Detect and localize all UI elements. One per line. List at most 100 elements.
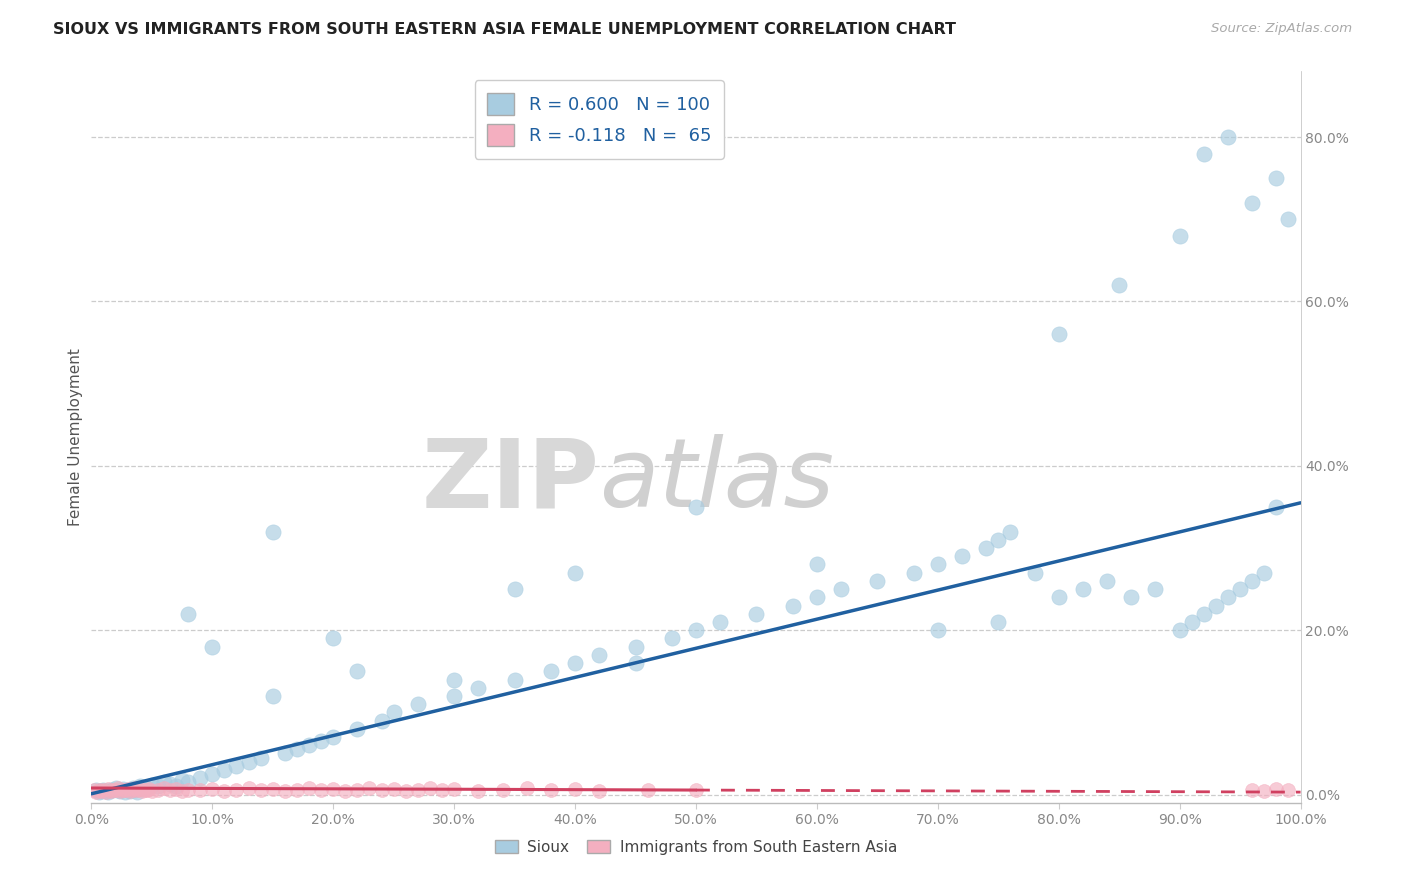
Point: [87, 785, 110, 799]
Point: [120, 784, 142, 798]
Point: [84, 783, 107, 797]
Point: [782, 599, 804, 613]
Point: [101, 782, 124, 797]
Point: [107, 783, 129, 797]
Point: [624, 640, 647, 654]
Point: [588, 648, 610, 662]
Point: [165, 780, 187, 794]
Point: [100, 784, 122, 798]
Point: [136, 783, 159, 797]
Point: [153, 780, 176, 795]
Point: [806, 558, 828, 572]
Point: [564, 656, 586, 670]
Point: [1108, 278, 1130, 293]
Point: [1168, 228, 1191, 243]
Point: [1181, 615, 1204, 629]
Point: [124, 783, 146, 797]
Point: [830, 582, 852, 596]
Point: [322, 730, 344, 744]
Point: [516, 780, 538, 795]
Point: [1205, 599, 1227, 613]
Point: [111, 781, 134, 796]
Point: [177, 775, 200, 789]
Point: [382, 781, 405, 796]
Point: [141, 784, 163, 798]
Point: [135, 780, 157, 795]
Point: [117, 782, 139, 797]
Point: [430, 783, 453, 797]
Point: [225, 782, 247, 797]
Point: [322, 781, 344, 796]
Point: [1047, 327, 1070, 342]
Point: [146, 782, 169, 797]
Point: [274, 747, 297, 761]
Point: [111, 782, 134, 797]
Point: [298, 739, 321, 753]
Point: [101, 782, 124, 797]
Point: [87, 782, 110, 797]
Point: [121, 782, 143, 797]
Point: [866, 574, 889, 588]
Point: [540, 665, 562, 679]
Point: [1265, 781, 1288, 796]
Point: [83, 783, 105, 797]
Point: [285, 742, 308, 756]
Point: [443, 781, 465, 796]
Point: [172, 772, 194, 787]
Point: [90, 784, 112, 798]
Point: [1216, 130, 1239, 145]
Point: [661, 632, 683, 646]
Point: [467, 784, 489, 798]
Point: [120, 784, 142, 798]
Point: [117, 781, 139, 796]
Point: [346, 665, 368, 679]
Point: [1241, 782, 1264, 797]
Point: [1192, 607, 1215, 621]
Point: [395, 784, 418, 798]
Y-axis label: Female Unemployment: Female Unemployment: [67, 348, 83, 526]
Point: [588, 784, 610, 798]
Point: [131, 784, 153, 798]
Point: [309, 734, 332, 748]
Text: atlas: atlas: [599, 434, 834, 527]
Point: [950, 549, 973, 564]
Point: [443, 673, 465, 687]
Legend: Sioux, Immigrants from South Eastern Asia: Sioux, Immigrants from South Eastern Asi…: [489, 834, 903, 861]
Point: [927, 558, 949, 572]
Point: [685, 500, 707, 514]
Point: [141, 778, 163, 792]
Point: [153, 775, 176, 789]
Point: [467, 681, 489, 695]
Point: [1253, 784, 1275, 798]
Point: [97, 785, 120, 799]
Point: [274, 784, 297, 798]
Point: [443, 689, 465, 703]
Point: [214, 784, 236, 798]
Point: [90, 784, 112, 798]
Point: [128, 780, 150, 794]
Point: [107, 780, 129, 795]
Point: [114, 785, 136, 799]
Point: [346, 782, 368, 797]
Point: [114, 783, 136, 797]
Point: [262, 524, 284, 539]
Point: [503, 582, 526, 596]
Point: [1241, 195, 1264, 210]
Point: [93, 783, 115, 797]
Point: [165, 781, 187, 796]
Point: [624, 656, 647, 670]
Point: [370, 714, 392, 728]
Point: [177, 782, 200, 797]
Point: [262, 689, 284, 703]
Point: [987, 533, 1010, 547]
Point: [238, 780, 260, 795]
Point: [406, 782, 429, 797]
Point: [1265, 500, 1288, 514]
Point: [564, 566, 586, 580]
Text: Source: ZipAtlas.com: Source: ZipAtlas.com: [1212, 22, 1353, 36]
Point: [110, 784, 132, 798]
Point: [214, 763, 236, 777]
Point: [1277, 783, 1299, 797]
Point: [1253, 566, 1275, 580]
Point: [134, 782, 156, 797]
